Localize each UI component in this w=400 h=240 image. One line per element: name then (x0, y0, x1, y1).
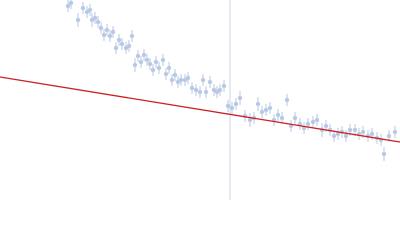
data-point (110, 29, 116, 35)
data-point (200, 77, 206, 83)
data-point (104, 27, 110, 33)
data-point (172, 72, 178, 78)
data-point (323, 123, 329, 129)
data-point (163, 71, 169, 77)
data-point (259, 109, 265, 115)
data-point (189, 85, 195, 91)
data-point (207, 79, 213, 85)
data-point (150, 67, 156, 73)
data-point (113, 45, 119, 51)
data-point (360, 129, 366, 135)
data-point (310, 119, 316, 125)
data-point (331, 133, 337, 139)
data-point (381, 151, 387, 157)
data-point (247, 117, 253, 123)
data-point (284, 97, 290, 103)
data-point (225, 103, 231, 109)
data-point (352, 127, 358, 133)
data-point (392, 129, 398, 135)
data-point (193, 87, 199, 93)
data-point (138, 59, 144, 65)
data-point (221, 83, 227, 89)
data-point (107, 33, 113, 39)
data-point (144, 57, 150, 63)
data-point (119, 41, 125, 47)
data-point (147, 61, 153, 67)
data-point (229, 105, 235, 111)
data-point (267, 105, 273, 111)
data-point (80, 5, 86, 11)
data-point (92, 15, 98, 21)
fit-line (0, 76, 400, 143)
data-point (129, 33, 135, 39)
data-point (197, 89, 203, 95)
data-point (335, 131, 341, 137)
chart (0, 0, 400, 200)
data-point (305, 121, 311, 127)
data-point (135, 53, 141, 59)
data-point (153, 59, 159, 65)
data-point (369, 131, 375, 137)
data-point (347, 127, 353, 133)
data-point (95, 19, 101, 25)
data-point (116, 37, 122, 43)
data-point (203, 89, 209, 95)
data-point (160, 57, 166, 63)
data-point (255, 101, 261, 107)
data-point (98, 25, 104, 31)
data-point (275, 112, 281, 118)
data-point (132, 62, 138, 68)
data-point (343, 133, 349, 139)
data-point (279, 115, 285, 121)
data-point (314, 117, 320, 123)
data-point (169, 77, 175, 83)
data-point (156, 65, 162, 71)
data-point (87, 7, 93, 13)
data-point (292, 115, 298, 121)
data-point (386, 133, 392, 139)
data-point (141, 52, 147, 58)
data-point (68, 0, 74, 6)
data-point (263, 107, 269, 113)
data-point (178, 77, 184, 83)
data-point (237, 95, 243, 101)
data-point (166, 65, 172, 71)
data-point (185, 75, 191, 81)
data-point (126, 43, 132, 49)
data-point (75, 17, 81, 23)
data-point (217, 87, 223, 93)
data-point (65, 3, 71, 9)
data-point (233, 101, 239, 107)
data-point (101, 32, 107, 38)
